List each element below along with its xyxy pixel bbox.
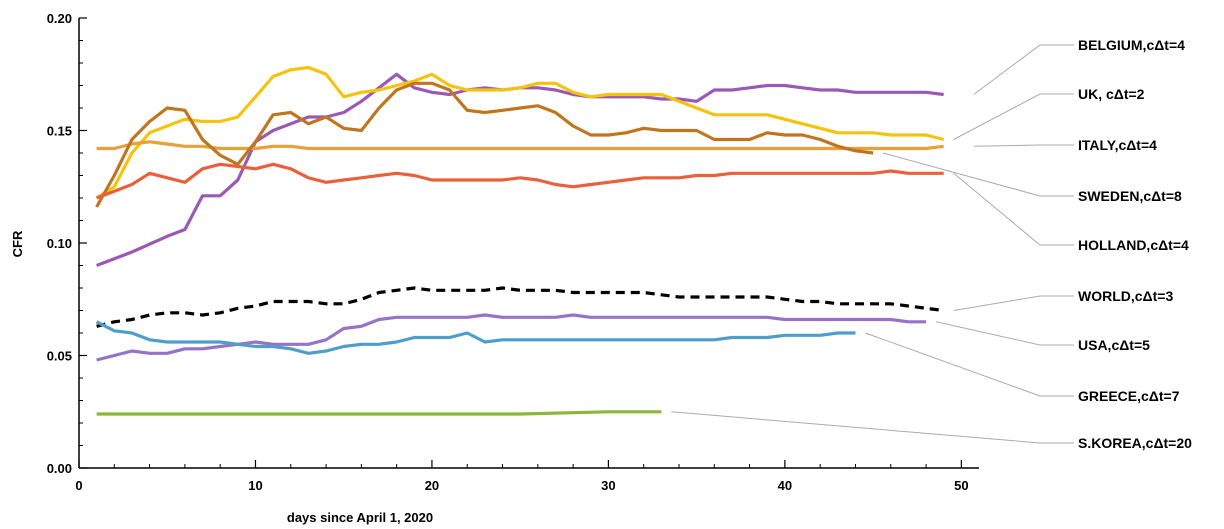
legend-leader-line [865,332,1074,397]
series-line-6 [96,313,927,362]
x-tick-label: 40 [778,478,792,493]
legend-layer: BELGIUM,cΔt=4 UK, cΔt=2 ITALY,cΔt=4 SWEDEN,… [671,37,1192,451]
x-tick-label: 10 [248,478,262,493]
series-line-8 [96,410,662,416]
legend-leader-line [973,144,1074,147]
legend-leader-line [973,44,1074,95]
y-tick-label: 0.00 [47,461,72,476]
y-tick-label: 0.20 [47,11,72,26]
legend-label: SWEDEN,cΔt=8 [1078,188,1182,204]
x-tick-label: 30 [601,478,615,493]
series-line-2 [96,140,944,151]
series-line-1 [95,65,945,200]
series-layer [95,65,945,416]
x-axis-title: days since April 1, 2020 [287,510,433,525]
legend-label: S.KOREA,cΔt=20 [1078,435,1192,451]
legend-leader-line [953,93,1074,140]
legend-leader-line [671,411,1074,444]
legend-leader-line [953,172,1074,246]
legend-leader-line [882,152,1074,197]
legend-label: UK, cΔt=2 [1078,86,1145,102]
series-line-3 [95,81,874,208]
legend-label: USA,cΔt=5 [1078,337,1150,353]
legend-label: WORLD,cΔt=3 [1078,288,1173,304]
y-tick-label: 0.05 [47,349,72,364]
y-tick-label: 0.10 [47,236,72,251]
legend-label: GREECE,cΔt=7 [1078,388,1180,404]
legend-label: ITALY,cΔt=4 [1078,137,1157,153]
legend-leader-line [935,321,1074,346]
legend-label: HOLLAND,cΔt=4 [1078,237,1189,253]
legend-leader-line [953,295,1074,311]
legend-label: BELGIUM,cΔt=4 [1078,37,1185,53]
y-tick-label: 0.15 [47,124,72,139]
x-tick-label: 0 [75,478,82,493]
series-line-5 [96,286,944,328]
series-line-4 [96,162,944,200]
x-tick-label: 20 [425,478,439,493]
series-line-0 [96,72,944,267]
y-axis-title: CFR [10,230,25,257]
axes: 0 10 20 30 40 50 0.00 0.05 0.10 0.15 0.20 [47,11,979,493]
x-tick-label: 50 [954,478,968,493]
series-line-7 [95,320,856,355]
